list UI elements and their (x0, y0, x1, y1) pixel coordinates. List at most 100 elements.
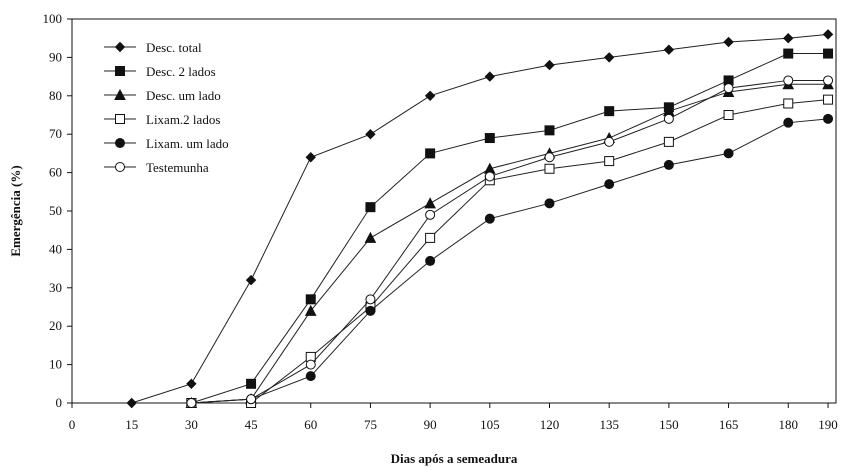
x-tick-label: 190 (818, 417, 838, 432)
data-point (425, 148, 436, 159)
data-point (365, 202, 376, 213)
data-point (305, 359, 316, 370)
series-3 (186, 94, 834, 408)
y-axis-ticks: 0 10 20 30 40 50 60 70 80 90 100 (43, 11, 72, 410)
x-tick-label: 15 (125, 417, 138, 432)
data-point (822, 29, 834, 40)
y-tick-label: 50 (49, 203, 62, 218)
x-tick-label: 120 (540, 417, 560, 432)
data-point (823, 75, 834, 86)
x-axis-title: Dias após a semeadura (391, 451, 518, 466)
data-point (245, 274, 257, 286)
data-point (603, 52, 615, 63)
data-point (424, 197, 436, 209)
data-point (425, 232, 436, 243)
legend-label: Testemunha (146, 160, 209, 175)
data-point (365, 305, 376, 316)
data-point (823, 94, 834, 105)
legend-marker (114, 41, 126, 53)
series-1 (186, 48, 834, 408)
data-point (246, 394, 257, 405)
legend: Desc. total Desc. 2 lados Desc. um lado Lix… (104, 40, 229, 175)
data-point (425, 209, 436, 220)
data-point (305, 152, 316, 163)
data-point (364, 231, 377, 243)
series-2 (185, 78, 834, 408)
data-point (783, 117, 794, 128)
series-0 (126, 29, 834, 409)
series-4 (186, 113, 834, 408)
plot-area (71, 18, 837, 404)
data-point (484, 213, 495, 224)
legend-marker (115, 114, 125, 124)
y-tick-label: 40 (49, 241, 62, 256)
legend-marker (115, 162, 125, 172)
data-point (604, 179, 615, 190)
data-point (663, 44, 675, 55)
x-tick-label: 105 (480, 417, 500, 432)
y-tick-label: 0 (56, 395, 63, 410)
x-tick-label: 180 (779, 417, 799, 432)
x-tick-label: 165 (719, 417, 739, 432)
data-point (544, 125, 555, 136)
data-point (604, 136, 615, 147)
legend-label: Lixam.2 lados (146, 112, 220, 127)
y-tick-label: 20 (49, 318, 62, 333)
series-line (191, 53, 829, 404)
x-tick-label: 150 (659, 417, 679, 432)
data-point (604, 106, 615, 117)
x-tick-label: 45 (245, 417, 258, 432)
data-point (783, 48, 794, 59)
y-axis-title: Emergência (%) (8, 165, 23, 256)
legend-label: Desc. um lado (146, 88, 221, 103)
y-tick-label: 70 (49, 126, 62, 141)
data-point (723, 36, 734, 48)
series-line (191, 83, 829, 404)
x-tick-label: 60 (304, 417, 317, 432)
data-point (304, 304, 317, 316)
data-point (663, 136, 674, 147)
data-point (424, 90, 436, 102)
x-tick-label: 75 (364, 417, 377, 432)
y-tick-label: 30 (49, 280, 62, 295)
data-point (823, 48, 834, 59)
data-point (425, 255, 436, 266)
legend-label: Desc. total (146, 40, 202, 55)
x-tick-label: 90 (424, 417, 437, 432)
y-tick-label: 90 (49, 49, 62, 64)
x-tick-label: 30 (185, 417, 198, 432)
legend-marker (115, 138, 125, 148)
data-point (783, 32, 794, 44)
data-point (823, 113, 834, 124)
data-point (126, 397, 137, 409)
data-point (723, 110, 734, 120)
data-point (484, 133, 495, 144)
y-tick-label: 10 (49, 357, 62, 372)
x-tick-label: 0 (69, 417, 76, 432)
y-tick-label: 100 (43, 11, 63, 26)
data-point (365, 294, 376, 305)
legend-label: Desc. 2 lados (146, 64, 216, 79)
data-point (544, 152, 555, 163)
series-line (191, 79, 829, 404)
data-point (663, 159, 674, 170)
series-line (191, 99, 829, 404)
data-point (544, 163, 555, 174)
data-point (783, 98, 794, 109)
legend-label: Lixam. um lado (146, 136, 229, 151)
data-point (365, 128, 376, 140)
x-axis-ticks: 0 15 30 45 60 75 90 105 120 135 150 165 180 190 (69, 403, 838, 432)
data-point (544, 59, 555, 71)
legend-marker (114, 88, 126, 100)
data-point (783, 75, 794, 86)
y-tick-label: 80 (49, 88, 62, 103)
data-point (305, 294, 316, 305)
data-point (484, 71, 496, 82)
data-point (544, 198, 555, 209)
series-line (131, 33, 829, 404)
data-point (186, 398, 197, 408)
data-point (246, 378, 257, 389)
data-point (305, 371, 316, 382)
series-5 (186, 75, 834, 408)
